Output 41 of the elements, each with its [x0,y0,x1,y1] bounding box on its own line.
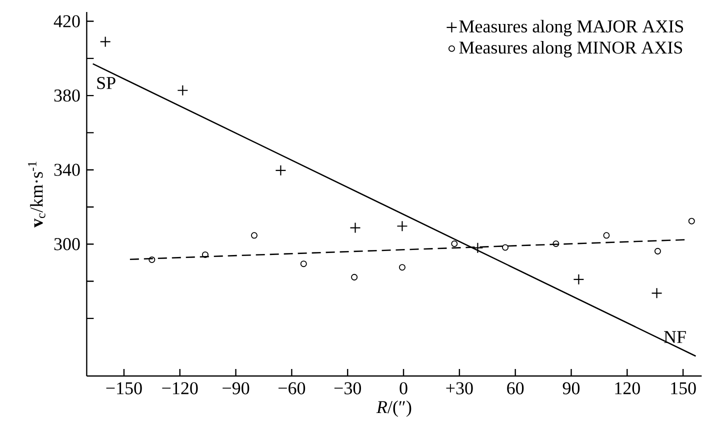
x-tick-label: −90 [222,382,250,394]
x-tick-label: −30 [334,382,361,394]
point [202,251,208,258]
x-tick-label: 90 [562,382,580,394]
y-tick-label: 300 [54,238,80,250]
x-tick-label: 120 [615,382,640,394]
point [603,232,610,239]
x-tick-label: −120 [162,382,198,394]
point [148,256,156,263]
point [502,244,509,251]
x-axis-title: R/(″) [376,400,412,417]
point [275,164,286,176]
y-axis-title: v$_{c}$/km·s$^{-1}$ [28,162,46,228]
point [100,36,111,48]
point [398,264,406,271]
point [300,260,307,268]
x-tick-label: 0 [400,382,408,394]
y-tick-label: 420 [54,15,80,28]
x-tick-label: +30 [446,382,473,394]
x-tick-label: −60 [278,382,306,394]
point [396,220,408,232]
point [688,218,695,224]
x-tick-label: 60 [507,382,524,394]
point [177,84,188,96]
legend-label: Measures along MINOR AXIS [459,41,682,58]
point [350,222,361,234]
point [651,288,662,299]
point [451,240,458,248]
point [654,248,661,254]
x-tick-label: 150 [671,382,696,394]
x-tick-label: −150 [106,382,142,394]
legend-label: Measures along MAJOR AXIS [459,20,684,36]
point [472,242,484,254]
point [351,274,358,280]
annotation: SP [97,77,116,90]
point [552,240,560,248]
y-tick-label: 380 [54,89,80,102]
point [250,232,258,239]
annotation: NF [664,331,686,343]
y-tick-label: 340 [54,164,80,176]
point [573,274,584,285]
